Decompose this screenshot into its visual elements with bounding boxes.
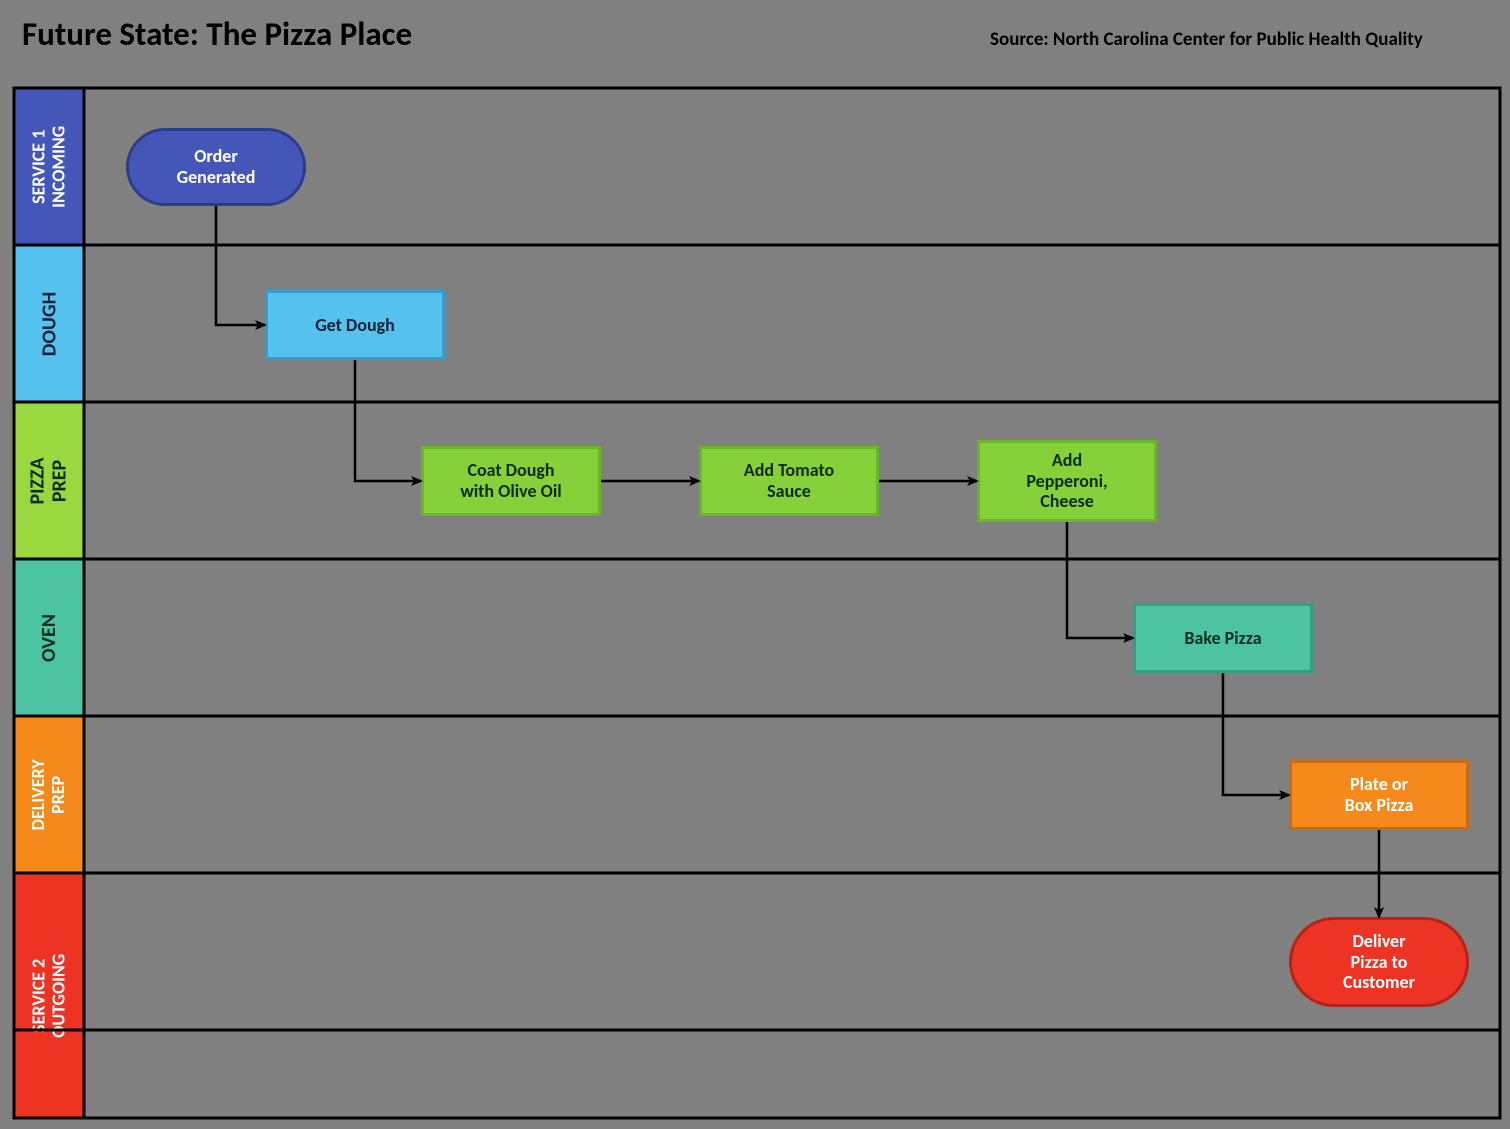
lane-label-service1: SERVICE 1INCOMING xyxy=(14,88,84,245)
lane-label-oven: OVEN xyxy=(14,559,84,716)
node-bake: Bake Pizza xyxy=(1133,603,1313,673)
lane-label-dough: DOUGH xyxy=(14,245,84,402)
node-sauce: Add TomatoSauce xyxy=(699,446,879,516)
node-order: OrderGenerated xyxy=(126,128,306,206)
node-deliver: DeliverPizza toCustomer xyxy=(1289,917,1469,1007)
source-attribution: Source: North Carolina Center for Public… xyxy=(990,28,1423,51)
lane-label-delivery: DELIVERYPREP xyxy=(14,716,84,873)
node-dough: Get Dough xyxy=(265,290,445,360)
diagram-canvas: Future State: The Pizza Place Source: No… xyxy=(0,0,1510,1129)
page-title: Future State: The Pizza Place xyxy=(22,14,412,54)
node-toppings: AddPepperoni,Cheese xyxy=(977,440,1157,522)
node-plate: Plate orBox Pizza xyxy=(1289,760,1469,830)
node-coat: Coat Doughwith Olive Oil xyxy=(421,446,601,516)
lane-label-prep: PIZZAPREP xyxy=(14,402,84,559)
lane-label-service2: SERVICE 2OUTGOING xyxy=(14,873,84,1118)
